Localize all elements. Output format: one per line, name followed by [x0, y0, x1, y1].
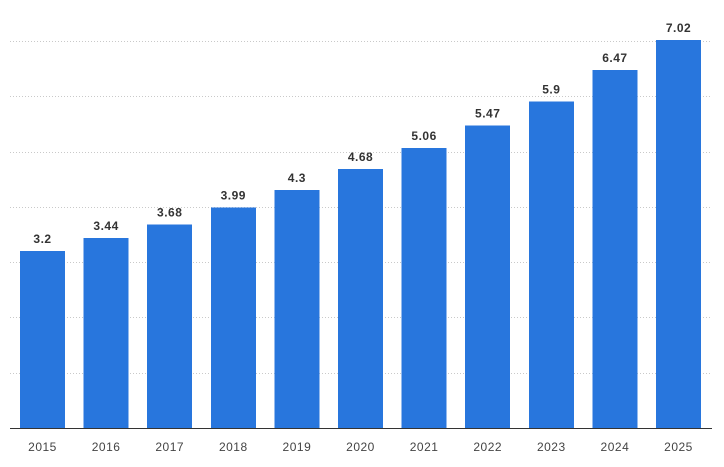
x-tick-label-2021: 2021 [410, 440, 439, 454]
data-label-2023: 5.9 [542, 83, 560, 97]
bar-2018[interactable] [210, 207, 256, 428]
x-tick-label-2018: 2018 [219, 440, 248, 454]
data-label-2021: 5.06 [411, 129, 436, 143]
bar-2022[interactable] [465, 125, 511, 429]
x-tick-label-2023: 2023 [537, 440, 566, 454]
bar-2021[interactable] [401, 148, 447, 428]
x-tick-label-2015: 2015 [28, 440, 57, 454]
bar-2015[interactable] [20, 251, 65, 428]
data-label-2019: 4.3 [288, 171, 306, 185]
x-tick-label-2020: 2020 [346, 440, 375, 454]
x-tick-labels: 2015 2016 2017 2018 2019 2020 2021 2022 2023 2024… [28, 440, 693, 454]
data-label-2020: 4.68 [348, 150, 373, 164]
x-tick-label-2025: 2025 [664, 440, 693, 454]
bar-2024[interactable] [592, 70, 638, 428]
bar-2025[interactable] [656, 39, 701, 429]
bar-2023[interactable] [528, 101, 574, 428]
bar-2020[interactable] [338, 169, 383, 428]
data-label-2018: 3.99 [221, 188, 246, 202]
x-tick-label-2024: 2024 [601, 440, 630, 454]
x-tick-label-2022: 2022 [473, 440, 502, 454]
data-label-2017: 3.68 [157, 206, 182, 220]
data-label-2015: 3.2 [33, 232, 51, 246]
bar-2019[interactable] [274, 190, 320, 428]
bar-2016[interactable] [83, 237, 129, 428]
x-tick-label-2016: 2016 [92, 440, 121, 454]
x-tick-label-2019: 2019 [283, 440, 312, 454]
data-label-2025: 7.02 [666, 21, 691, 35]
data-labels: 3.2 3.44 3.68 3.99 4.3 4.68 5.06 5.47 5.9 6.47 7.0… [33, 21, 691, 246]
x-tick-label-2017: 2017 [155, 440, 184, 454]
data-label-2024: 6.47 [602, 51, 627, 65]
data-label-2022: 5.47 [475, 107, 500, 121]
bar-2017[interactable] [147, 224, 193, 429]
data-label-2016: 3.44 [93, 219, 118, 233]
bars [20, 39, 701, 429]
